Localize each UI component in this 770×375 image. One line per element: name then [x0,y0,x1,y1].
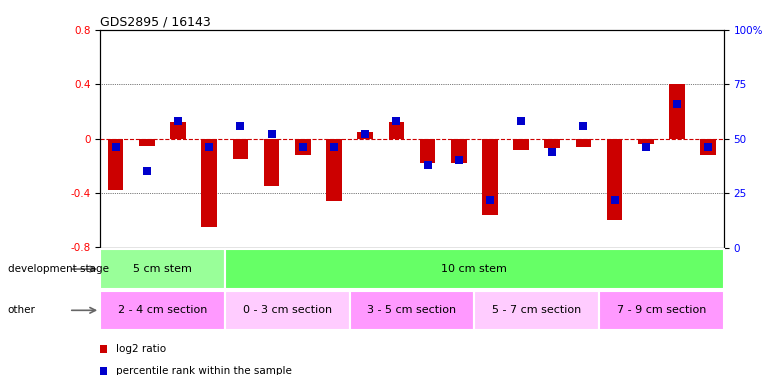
Bar [295,139,310,155]
Point [640,144,652,150]
Text: other: other [8,305,35,315]
Bar [225,249,724,289]
Point [546,149,558,155]
Bar [357,132,373,139]
Bar [264,139,280,186]
Bar [576,139,591,147]
Bar [514,139,529,150]
Text: log2 ratio: log2 ratio [116,344,166,354]
Bar [202,139,217,227]
Bar [170,122,186,139]
Bar [607,139,622,220]
Bar [701,139,716,155]
Point [359,131,371,137]
Point [278,50,290,56]
Bar [225,291,350,330]
Bar [638,139,654,144]
Text: 5 - 7 cm section: 5 - 7 cm section [492,305,581,315]
Bar [100,249,225,289]
Point [453,158,465,164]
Bar [451,139,467,163]
Point [203,144,216,150]
Point [266,131,278,137]
Point [109,144,122,150]
Point [328,144,340,150]
Bar [599,291,724,330]
Point [671,101,683,107]
Bar [108,139,123,190]
Bar [139,139,155,146]
Bar [350,291,474,330]
Bar [233,139,248,159]
Bar [669,84,685,139]
Text: 2 - 4 cm section: 2 - 4 cm section [118,305,207,315]
Point [578,123,590,129]
Bar [474,291,599,330]
Text: percentile rank within the sample: percentile rank within the sample [116,366,292,375]
Bar [100,291,225,330]
Text: development stage: development stage [8,264,109,274]
Point [702,144,715,150]
Point [484,196,496,202]
Point [234,123,246,129]
Point [172,118,184,124]
Point [608,196,621,202]
Text: 3 - 5 cm section: 3 - 5 cm section [367,305,457,315]
Bar [482,139,497,215]
Point [515,118,527,124]
Point [278,255,290,261]
Text: GDS2895 / 16143: GDS2895 / 16143 [100,16,211,29]
Point [296,144,309,150]
Point [421,162,434,168]
Bar [544,139,560,148]
Point [390,118,403,124]
Text: 10 cm stem: 10 cm stem [441,264,507,274]
Bar [326,139,342,201]
Bar [389,122,404,139]
Point [141,168,153,174]
Bar [420,139,435,163]
Text: 7 - 9 cm section: 7 - 9 cm section [617,305,706,315]
Text: 0 - 3 cm section: 0 - 3 cm section [243,305,332,315]
Text: 5 cm stem: 5 cm stem [133,264,192,274]
